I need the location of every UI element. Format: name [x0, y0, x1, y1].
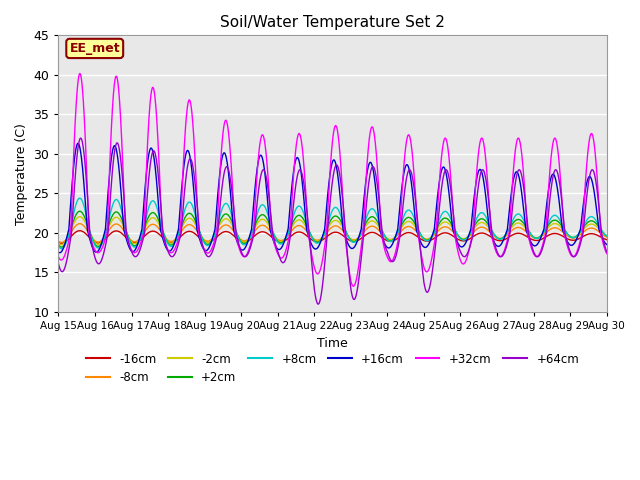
+8cm [559, 223, 566, 229]
+16cm [453, 238, 461, 244]
+32cm [285, 235, 292, 241]
+32cm [603, 251, 611, 256]
-8cm [559, 229, 566, 235]
Text: EE_met: EE_met [69, 42, 120, 55]
-16cm [586, 231, 594, 237]
+8cm [289, 213, 297, 219]
+32cm [289, 177, 297, 182]
+32cm [76, 71, 84, 76]
+2cm [289, 218, 297, 224]
+16cm [559, 228, 566, 233]
-2cm [285, 229, 293, 235]
Legend: -16cm, -8cm, -2cm, +2cm, +8cm, +16cm, +32cm, +64cm: -16cm, -8cm, -2cm, +2cm, +8cm, +16cm, +3… [81, 348, 584, 389]
Y-axis label: Temperature (C): Temperature (C) [15, 123, 28, 225]
+16cm [56, 250, 63, 255]
+16cm [603, 241, 611, 247]
-2cm [289, 222, 297, 228]
+8cm [453, 231, 461, 237]
-8cm [76, 221, 84, 227]
Line: -8cm: -8cm [58, 224, 607, 242]
+8cm [586, 214, 594, 220]
+2cm [285, 228, 293, 234]
-16cm [54, 240, 62, 245]
-8cm [58, 240, 65, 245]
Line: -16cm: -16cm [58, 231, 607, 243]
+2cm [58, 244, 65, 250]
+8cm [285, 228, 293, 234]
X-axis label: Time: Time [317, 336, 348, 349]
+2cm [76, 208, 84, 214]
-2cm [603, 233, 611, 239]
+2cm [586, 218, 594, 224]
+32cm [349, 283, 357, 289]
-8cm [289, 226, 297, 232]
+32cm [453, 244, 461, 250]
+32cm [586, 133, 594, 139]
+64cm [289, 204, 297, 210]
-16cm [285, 235, 293, 240]
+16cm [54, 249, 62, 255]
+64cm [314, 301, 322, 307]
Line: +32cm: +32cm [58, 73, 607, 286]
+32cm [559, 210, 566, 216]
+32cm [315, 270, 323, 276]
-2cm [586, 221, 594, 227]
+64cm [603, 249, 611, 254]
+8cm [54, 243, 62, 249]
-16cm [76, 228, 84, 234]
-16cm [58, 240, 65, 246]
+2cm [54, 242, 62, 248]
Line: -2cm: -2cm [58, 216, 607, 245]
+16cm [316, 242, 323, 248]
+2cm [559, 224, 566, 230]
+2cm [316, 239, 323, 244]
Title: Soil/Water Temperature Set 2: Soil/Water Temperature Set 2 [220, 15, 445, 30]
Line: +2cm: +2cm [58, 211, 607, 247]
-16cm [559, 233, 566, 239]
+8cm [58, 246, 65, 252]
-8cm [603, 234, 611, 240]
+64cm [77, 135, 84, 141]
+16cm [289, 170, 297, 176]
+16cm [285, 216, 293, 221]
+64cm [54, 261, 62, 267]
-2cm [316, 238, 323, 243]
+64cm [559, 208, 566, 214]
-8cm [453, 233, 461, 239]
-16cm [289, 231, 297, 237]
+64cm [453, 238, 461, 244]
+32cm [54, 254, 62, 260]
+16cm [74, 141, 82, 146]
-16cm [603, 237, 611, 242]
-8cm [586, 225, 594, 231]
-2cm [559, 226, 566, 232]
+8cm [76, 195, 84, 201]
-8cm [316, 237, 323, 243]
-8cm [285, 231, 293, 237]
-8cm [54, 238, 62, 244]
+2cm [453, 231, 461, 237]
-2cm [453, 231, 461, 237]
-16cm [316, 239, 323, 244]
Line: +16cm: +16cm [58, 144, 607, 252]
-2cm [58, 242, 65, 248]
+64cm [285, 242, 292, 248]
Line: +64cm: +64cm [58, 138, 607, 304]
+8cm [316, 240, 323, 245]
+64cm [586, 171, 594, 177]
+2cm [603, 233, 611, 239]
+16cm [586, 174, 594, 180]
-2cm [76, 214, 84, 219]
-16cm [453, 236, 461, 241]
+64cm [316, 300, 323, 306]
Line: +8cm: +8cm [58, 198, 607, 249]
-2cm [54, 240, 62, 246]
+8cm [603, 233, 611, 239]
